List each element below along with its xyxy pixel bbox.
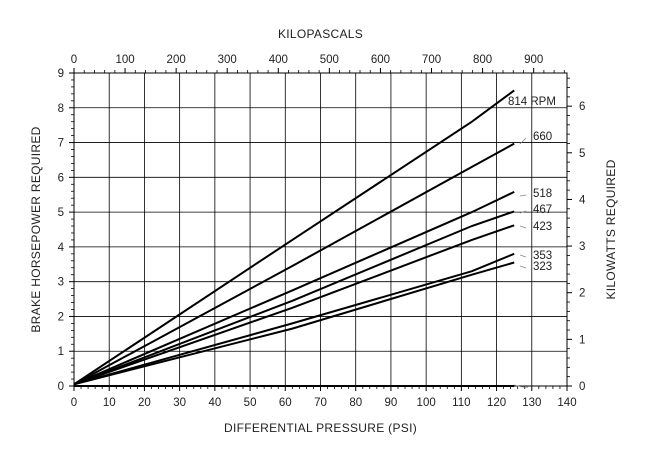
right-tick-label: 2	[579, 288, 585, 300]
right-tick-label: 1	[579, 334, 585, 346]
series-line-2	[73, 190, 515, 386]
series-label: 518	[533, 188, 552, 200]
right-tick-label: 6	[579, 101, 585, 113]
x-tick-label: 90	[385, 397, 398, 409]
y-tick-label: 2	[58, 311, 64, 323]
right-tick-label: 3	[579, 241, 585, 253]
top-tick-label: 0	[71, 54, 77, 66]
right-axis-title: KILOWATTS REQUIRED	[604, 159, 618, 299]
series-line-0	[73, 89, 515, 386]
y-tick-label: 3	[58, 277, 64, 289]
series-line-1	[73, 142, 515, 386]
top-tick-label: 100	[115, 54, 134, 66]
y-tick-label: 8	[58, 103, 64, 115]
series-line-6	[73, 261, 515, 386]
zero-line-leader	[514, 384, 529, 388]
x-tick-label: 10	[103, 397, 116, 409]
series-line-5	[73, 252, 515, 386]
series-label-leader	[519, 225, 527, 229]
x-tick-label: 20	[138, 397, 151, 409]
x-tick-label: 30	[173, 397, 186, 409]
top-tick-label: 400	[269, 54, 288, 66]
series-label: 660	[533, 131, 552, 143]
x-tick-label: 130	[522, 397, 541, 409]
right-tick-label: 5	[579, 148, 585, 160]
top-tick-label: 200	[167, 54, 186, 66]
x-tick-label: 110	[452, 397, 470, 409]
y-tick-label: 5	[58, 207, 64, 219]
series-label: 423	[533, 221, 552, 233]
x-tick-label: 40	[208, 397, 221, 409]
y-tick-label: 1	[58, 346, 64, 358]
y-tick-label: 0	[58, 381, 64, 393]
x-tick-label: 60	[279, 397, 292, 409]
series-label-leader	[519, 265, 527, 269]
x-tick-label: 120	[487, 397, 506, 409]
series-label-leader	[519, 210, 527, 214]
right-tick-label: 4	[579, 194, 586, 206]
y-tick-label: 6	[58, 172, 64, 184]
top-tick-label: 800	[473, 54, 492, 66]
y-tick-label: 4	[58, 242, 65, 254]
grid-lines	[74, 73, 567, 386]
top-tick-label: 600	[371, 54, 390, 66]
x-tick-label: 50	[244, 397, 257, 409]
top-tick-label: 900	[524, 54, 543, 66]
tick-marks	[69, 68, 572, 391]
y-tick-label: 9	[58, 68, 64, 80]
series-label-leader	[519, 254, 527, 258]
y-tick-label: 7	[58, 138, 64, 150]
top-tick-label: 300	[218, 54, 237, 66]
top-axis-title: KILOPASCALS	[278, 27, 363, 41]
x-axis-title: DIFFERENTIAL PRESSURE (PSI)	[224, 421, 417, 435]
x-tick-label: 0	[71, 397, 77, 409]
x-tick-label: 100	[417, 397, 436, 409]
top-tick-label: 500	[320, 54, 339, 66]
series-line-4	[73, 224, 515, 386]
series-label: 353	[533, 250, 552, 262]
series-lines	[73, 89, 515, 387]
top-tick-label: 700	[422, 54, 441, 66]
right-tick-label: 0	[579, 381, 585, 393]
y-axis-title: BRAKE HORSEPOWER REQUIRED	[29, 126, 43, 332]
series-label: 467	[533, 204, 552, 216]
x-tick-label: 70	[314, 397, 327, 409]
series-line-3	[73, 210, 515, 386]
series-label-leader	[519, 194, 527, 197]
x-tick-label: 140	[557, 397, 576, 409]
series-label-leader	[519, 137, 527, 145]
series-label: 814 RPM	[508, 96, 556, 108]
series-label: 323	[533, 261, 552, 273]
x-tick-label: 80	[349, 397, 362, 409]
